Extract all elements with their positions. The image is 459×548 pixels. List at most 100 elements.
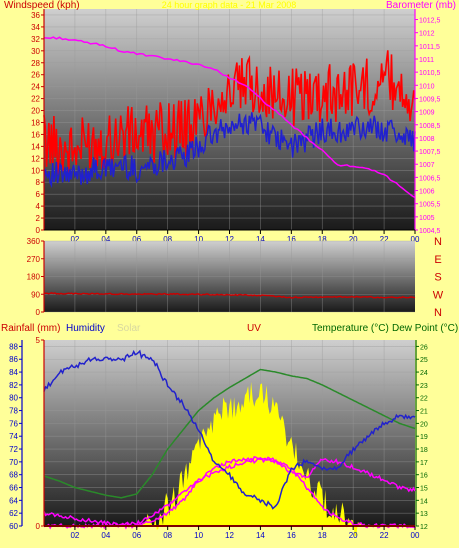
wind-x-axis-tick-label: 08 [163,235,172,244]
climate-x-axis-tick-label: 00 [411,531,420,540]
humidity-axis-tick-label: 80 [9,394,18,403]
temperature-axis-tick-label: 21 [420,409,428,416]
humidity-axis-tick-label: 68 [9,471,18,480]
humidity-axis-tick-label: 82 [9,381,18,390]
barometer-axis-tick-label: 1010 [419,83,435,90]
barometer-axis-tick-label: 1012,5 [419,18,441,25]
windspeed-axis-tick-label: 24 [31,83,40,92]
barometer-axis-tick-label: 1009,5 [419,96,441,103]
humidity-axis: 60 62 64 66 68 70 72 74 76 78 80 82 84 86 88 [9,340,23,531]
wind-x-axis-tick-label: 10 [194,235,203,244]
legend-solar: Solar [117,323,141,334]
series-barometer-line [43,36,416,199]
barometer-axis-tick-label: 1010,5 [419,70,441,77]
barometer-axis-tick-label: 1007,5 [419,149,441,156]
direction-axis-tick-label: 90 [31,290,40,299]
chart-title: 24 hour graph data - 21 Mar 2008 [162,0,297,10]
humidity-axis-tick-label: 60 [9,522,18,531]
direction-left-axis: 0 90 180 270 360 [27,237,45,317]
windspeed-axis-tick-label: 34 [31,23,40,32]
direction-axis-tick-label: 270 [27,255,41,264]
humidity-axis-tick-label: 66 [9,484,18,493]
temperature-axis-tick-label: 17 [420,460,428,467]
temperature-axis-tick-label: 19 [420,434,428,441]
series-humidity-line [43,349,416,510]
wind-x-axis-tick-label: 04 [101,235,110,244]
barometer-axis-tick-label: 1005,5 [419,202,441,209]
barometer-axis-tick-label: 1012 [419,31,435,38]
wind-x-axis-tick-label: 00 [411,235,420,244]
barometer-axis-tick-label: 1005 [419,215,435,222]
humidity-axis-tick-label: 86 [9,355,18,364]
wind-x-axis-tick-label: 14 [256,235,265,244]
windspeed-axis-tick-label: 30 [31,47,40,56]
rainfall-axis-tick-label: 0 [36,522,41,531]
barometer-axis-tick-label: 1006,5 [419,175,441,182]
temperature-axis-tick-label: 18 [420,447,428,454]
humidity-axis-tick-label: 70 [9,458,18,467]
humidity-axis-tick-label: 84 [9,368,18,377]
wind-x-axis-tick-label: 20 [349,235,358,244]
barometer-axis-tick-label: 1008 [419,136,435,143]
series-gust-line [43,112,416,189]
legend-dewpoint: Dew Point (°C) [392,323,458,334]
climate-x-axis-tick-label: 20 [349,531,358,540]
barometer-right-axis: 1004,5 1005 1005,5 1006 1006,5 1007 1007,5 1008… [414,9,441,235]
temperature-axis-tick-label: 13 [420,511,428,518]
climate-x-axis-tick-label: 22 [380,531,389,540]
direction-axis-tick-label: 360 [27,237,41,246]
climate-x-axis-tick-label: 18 [318,531,327,540]
climate-x-axis-tick-label: 04 [101,531,110,540]
direction-axis-tick-label: 0 [36,308,41,317]
humidity-axis-tick-label: 74 [9,432,18,441]
barometer-axis-tick-label: 1011 [419,57,434,64]
climate-legend: Rainfall (mm) Humidity Solar UV Temperat… [1,323,458,334]
barometer-axis-tick-label: 1007 [419,162,435,169]
climate-x-axis: 02 04 06 08 10 12 14 16 18 20 22 00 [44,525,420,540]
humidity-axis-tick-label: 72 [9,445,18,454]
rainfall-axis-tick-label: 5 [36,336,41,345]
temperature-axis-tick-label: 15 [420,486,428,493]
barometer-axis-tick-label: 1009 [419,110,435,117]
windspeed-axis-tick-label: 6 [36,190,41,199]
windspeed-axis-tick-label: 16 [31,130,40,139]
windspeed-axis-title: Windspeed (kph) [4,0,80,11]
direction-series [43,292,416,299]
climate-x-axis-tick-label: 08 [163,531,172,540]
temperature-axis-tick-label: 20 [420,421,428,428]
series-temperature-line [43,368,416,499]
barometer-axis-tick-label: 1011,5 [419,44,440,51]
temperature-axis-tick-label: 26 [420,344,428,351]
temperature-axis-tick-label: 12 [420,524,428,531]
humidity-axis-tick-label: 62 [9,509,18,518]
wind-x-axis-tick-label: 16 [287,235,296,244]
windspeed-axis-tick-label: 20 [31,107,40,116]
barometer-axis-title: Barometer (mb) [386,0,456,11]
temperature-axis-tick-label: 22 [420,396,428,403]
compass-label: E [434,254,441,266]
temperature-axis-tick-label: 16 [420,473,428,480]
compass-label: S [434,272,441,284]
windspeed-axis-tick-label: 18 [31,118,40,127]
legend-rainfall: Rainfall (mm) [1,323,60,334]
compass-label: N [434,236,442,248]
legend-uv: UV [247,323,261,334]
wind-x-axis: 02 04 06 08 10 12 14 16 18 20 22 00 [44,229,420,244]
windspeed-axis-tick-label: 22 [31,95,40,104]
wind-grid [44,9,415,231]
windspeed-axis-tick-label: 26 [31,71,40,80]
wind-x-axis-tick-label: 06 [132,235,141,244]
temperature-axis-tick-label: 23 [420,383,428,390]
temperature-axis-tick-label: 14 [420,498,428,505]
windspeed-axis-tick-label: 32 [31,35,40,44]
barometer-axis-tick-label: 1008,5 [419,123,441,130]
series-solar-area [44,381,415,537]
legend-temperature: Temperature (°C) [312,323,389,334]
humidity-axis-tick-label: 78 [9,407,18,416]
climate-x-axis-tick-label: 02 [70,531,79,540]
legend-humidity: Humidity [66,323,105,334]
wind-x-axis-tick-label: 18 [318,235,327,244]
